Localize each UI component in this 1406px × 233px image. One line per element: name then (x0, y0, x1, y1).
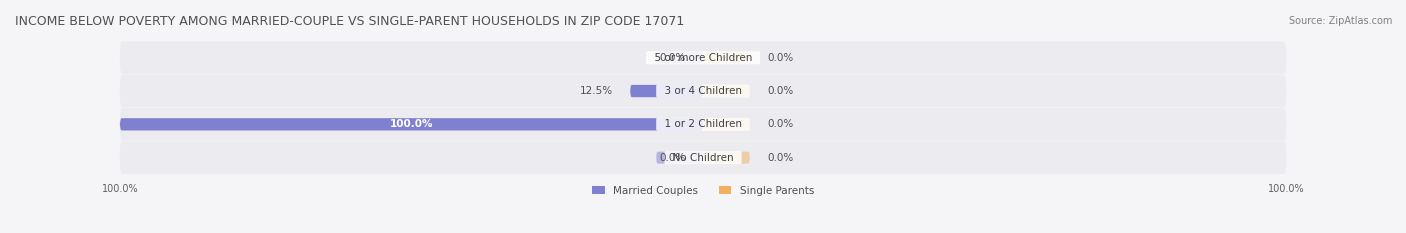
Text: 0.0%: 0.0% (659, 153, 686, 163)
Text: 1 or 2 Children: 1 or 2 Children (658, 119, 748, 129)
FancyBboxPatch shape (657, 118, 703, 130)
Text: 0.0%: 0.0% (768, 86, 793, 96)
FancyBboxPatch shape (120, 118, 703, 130)
FancyBboxPatch shape (630, 85, 703, 97)
Text: 0.0%: 0.0% (768, 153, 793, 163)
Text: 12.5%: 12.5% (579, 86, 613, 96)
FancyBboxPatch shape (657, 152, 703, 164)
Text: 3 or 4 Children: 3 or 4 Children (658, 86, 748, 96)
Text: 0.0%: 0.0% (768, 53, 793, 63)
FancyBboxPatch shape (120, 75, 1286, 107)
FancyBboxPatch shape (120, 41, 1286, 74)
FancyBboxPatch shape (703, 118, 749, 130)
Text: 5 or more Children: 5 or more Children (648, 53, 758, 63)
Text: No Children: No Children (666, 153, 740, 163)
FancyBboxPatch shape (703, 85, 749, 97)
FancyBboxPatch shape (703, 152, 749, 164)
Text: 100.0%: 100.0% (389, 119, 433, 129)
Text: 0.0%: 0.0% (768, 119, 793, 129)
Legend: Married Couples, Single Parents: Married Couples, Single Parents (588, 182, 818, 200)
FancyBboxPatch shape (657, 85, 703, 97)
FancyBboxPatch shape (703, 52, 749, 64)
FancyBboxPatch shape (657, 52, 703, 64)
FancyBboxPatch shape (120, 141, 1286, 174)
Text: Source: ZipAtlas.com: Source: ZipAtlas.com (1288, 16, 1392, 26)
Text: INCOME BELOW POVERTY AMONG MARRIED-COUPLE VS SINGLE-PARENT HOUSEHOLDS IN ZIP COD: INCOME BELOW POVERTY AMONG MARRIED-COUPL… (15, 15, 685, 28)
FancyBboxPatch shape (120, 108, 1286, 141)
Text: 0.0%: 0.0% (659, 53, 686, 63)
